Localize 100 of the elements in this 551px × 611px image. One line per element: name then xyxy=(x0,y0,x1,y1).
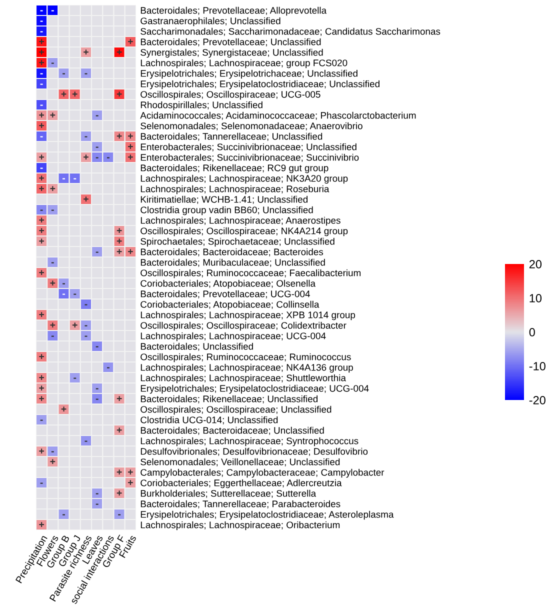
color-bar-label: 10 xyxy=(530,294,542,302)
y-tick-label: Oscillospirales; Oscillospiraceae; Colidextribacter xyxy=(140,322,346,331)
y-tick-label: Spirochaetales; Spirochaetaceae; Unclassified xyxy=(140,238,334,247)
data-label: - xyxy=(40,31,43,32)
data-label: + xyxy=(128,134,133,139)
data-label: - xyxy=(62,178,66,180)
y-tick-label: Kiritimatiellae; WCHB-1.41; Unclassified xyxy=(140,196,308,204)
color-bar-label: 0 xyxy=(529,328,535,336)
data-label: + xyxy=(39,238,44,244)
y-tick-label: Enterobacterales; Succinivibrionaceae; Unclassified xyxy=(140,143,356,152)
data-label: - xyxy=(40,420,43,421)
data-label: - xyxy=(51,62,54,64)
data-label: - xyxy=(74,178,76,180)
data-label: - xyxy=(40,482,43,484)
y-tick-label: Lachnospirales; Lachnospiraceae; Syntrophococcus xyxy=(140,437,358,446)
y-tick-label: Bacteroidales; Bacteroidaceae; Unclassified xyxy=(140,426,324,435)
data-label: + xyxy=(116,428,122,433)
y-tick-label: Lachnospirales; Lachnospiraceae; XPB 1014 group xyxy=(140,311,356,320)
data-label: - xyxy=(74,378,76,379)
y-tick-label: Lachnospirales; Lachnospiraceae; Roseburia xyxy=(140,185,330,194)
data-label: - xyxy=(51,10,54,12)
data-label: - xyxy=(96,504,98,505)
data-label: - xyxy=(118,514,121,516)
data-label: - xyxy=(96,157,98,158)
data-label: + xyxy=(39,154,44,160)
data-label: - xyxy=(96,346,98,348)
data-label: + xyxy=(39,228,44,234)
data-label: - xyxy=(51,262,54,264)
y-tick-label: Bacteroidales; Rikenellaceae; RC9 gut group xyxy=(140,164,328,174)
data-label: - xyxy=(40,136,43,138)
data-label: + xyxy=(39,375,44,380)
y-tick-label: Bacteroidales; Tannerellaceae; Unclassified xyxy=(140,132,322,141)
data-label: - xyxy=(96,398,98,400)
data-label: - xyxy=(84,440,88,442)
data-label: + xyxy=(116,490,122,496)
data-label: - xyxy=(62,73,66,74)
data-label: - xyxy=(40,84,43,85)
data-label: + xyxy=(116,228,122,234)
data-label: + xyxy=(116,238,122,244)
data-label: - xyxy=(96,493,98,494)
data-label: - xyxy=(51,451,54,452)
data-label: - xyxy=(106,367,110,368)
data-label: + xyxy=(50,280,56,286)
y-tick-label: Selenomonadales; Selenomonadaceae; Anaerovibrio xyxy=(140,122,362,130)
data-label: - xyxy=(40,20,43,22)
y-tick-label: Rhodospirillales; Unclassified xyxy=(140,101,262,110)
data-label: - xyxy=(74,294,76,295)
y-tick-label: Lachnospirales; Lachnospiraceae; Anaerostipes xyxy=(140,216,340,226)
y-tick-label: Campylobacterales; Campylobacteraceae; Campylobacter xyxy=(140,468,384,478)
data-label: - xyxy=(40,168,43,169)
y-tick-label: Clostridia group vadin BB60; Unclassified xyxy=(140,206,313,216)
data-label: + xyxy=(39,270,44,276)
data-label: + xyxy=(128,144,133,150)
data-label: + xyxy=(39,123,44,128)
data-label: + xyxy=(128,470,133,475)
data-label: + xyxy=(39,522,44,528)
y-tick-label: Lachnospirales; Lachnospiraceae; UCG-004 xyxy=(140,332,326,342)
y-tick-label: Coriobacteriales; Eggerthellaceae; Adlercreutzia xyxy=(140,479,342,488)
y-tick-label: Oscillospirales; Oscillospiraceae; Unclassified xyxy=(140,406,332,415)
data-label: - xyxy=(84,73,88,74)
data-label: + xyxy=(116,134,122,139)
y-tick-label: Oscillospirales; Oscillospiraceae; NK4A214 group xyxy=(140,227,348,236)
data-label: + xyxy=(116,249,122,254)
y-tick-label: Coriobacteriales; Atopobiaceae; Collinsella xyxy=(140,300,320,310)
y-tick-label: Lachnospirales; Lachnospiraceae; Oribacterium xyxy=(140,521,340,530)
data-label: + xyxy=(39,354,44,360)
data-label: - xyxy=(40,73,43,74)
data-label: + xyxy=(39,312,44,318)
y-tick-label: Bacteroidales; Muribaculaceae; Unclassified xyxy=(140,258,325,267)
y-tick-label: Lachnospirales; Lachnospiraceae; NK3A20 group xyxy=(140,174,348,184)
data-label: + xyxy=(116,50,122,55)
data-label: + xyxy=(39,176,44,181)
data-label: + xyxy=(128,39,133,44)
data-label: + xyxy=(72,92,78,97)
data-label: + xyxy=(128,154,133,160)
y-tick-label: Bacteroidales; Prevotellaceae; UCG-004 xyxy=(140,290,310,298)
y-tick-label: Oscillospirales; Ruminococcaceae; Faecalibacterium xyxy=(140,269,361,278)
y-tick-label: Selenomonadales; Veillonellaceae; Unclassified xyxy=(140,458,340,466)
y-tick-label: Bacteroidales; Prevotellaceae; Alloprevotella xyxy=(140,6,327,16)
y-tick-label: Coriobacteriales; Atopobiaceae; Olsenella xyxy=(140,280,316,289)
data-label: + xyxy=(84,50,88,55)
data-label: + xyxy=(39,396,44,402)
y-tick-label: Erysipelotrichales; Erysipelatoclostridiaceae; UCG-004 xyxy=(140,384,369,394)
y-tick-label: Gastranaerophilales; Unclassified xyxy=(140,17,280,26)
y-tick-label: Lachnospirales; Lachnospiraceae; group FCS020 xyxy=(140,59,348,68)
data-label: + xyxy=(128,249,133,254)
data-label: + xyxy=(84,196,88,202)
y-tick-label: Desulfovibrionales; Desulfovibrionaceae; Desulfovibrio xyxy=(140,448,368,456)
y-tick-label: Enterobacterales; Succinivibrionaceae; Succinivibrio xyxy=(140,154,359,162)
data-label: + xyxy=(61,406,66,412)
data-label: - xyxy=(84,336,88,337)
y-tick-label: Synergistales; Synergistaceae; Unclassified xyxy=(140,48,323,58)
data-label: + xyxy=(39,50,44,55)
data-label: - xyxy=(51,336,54,337)
data-label: - xyxy=(84,136,88,138)
data-label: + xyxy=(39,186,44,192)
data-label: - xyxy=(96,388,98,390)
y-tick-label: Oscillospirales; Oscillospiraceae; UCG-005 xyxy=(140,90,320,100)
data-label: + xyxy=(72,322,78,328)
y-tick-label: Erysipelotrichales; Erysipelatoclostridiaceae; Unclassified xyxy=(140,80,380,90)
